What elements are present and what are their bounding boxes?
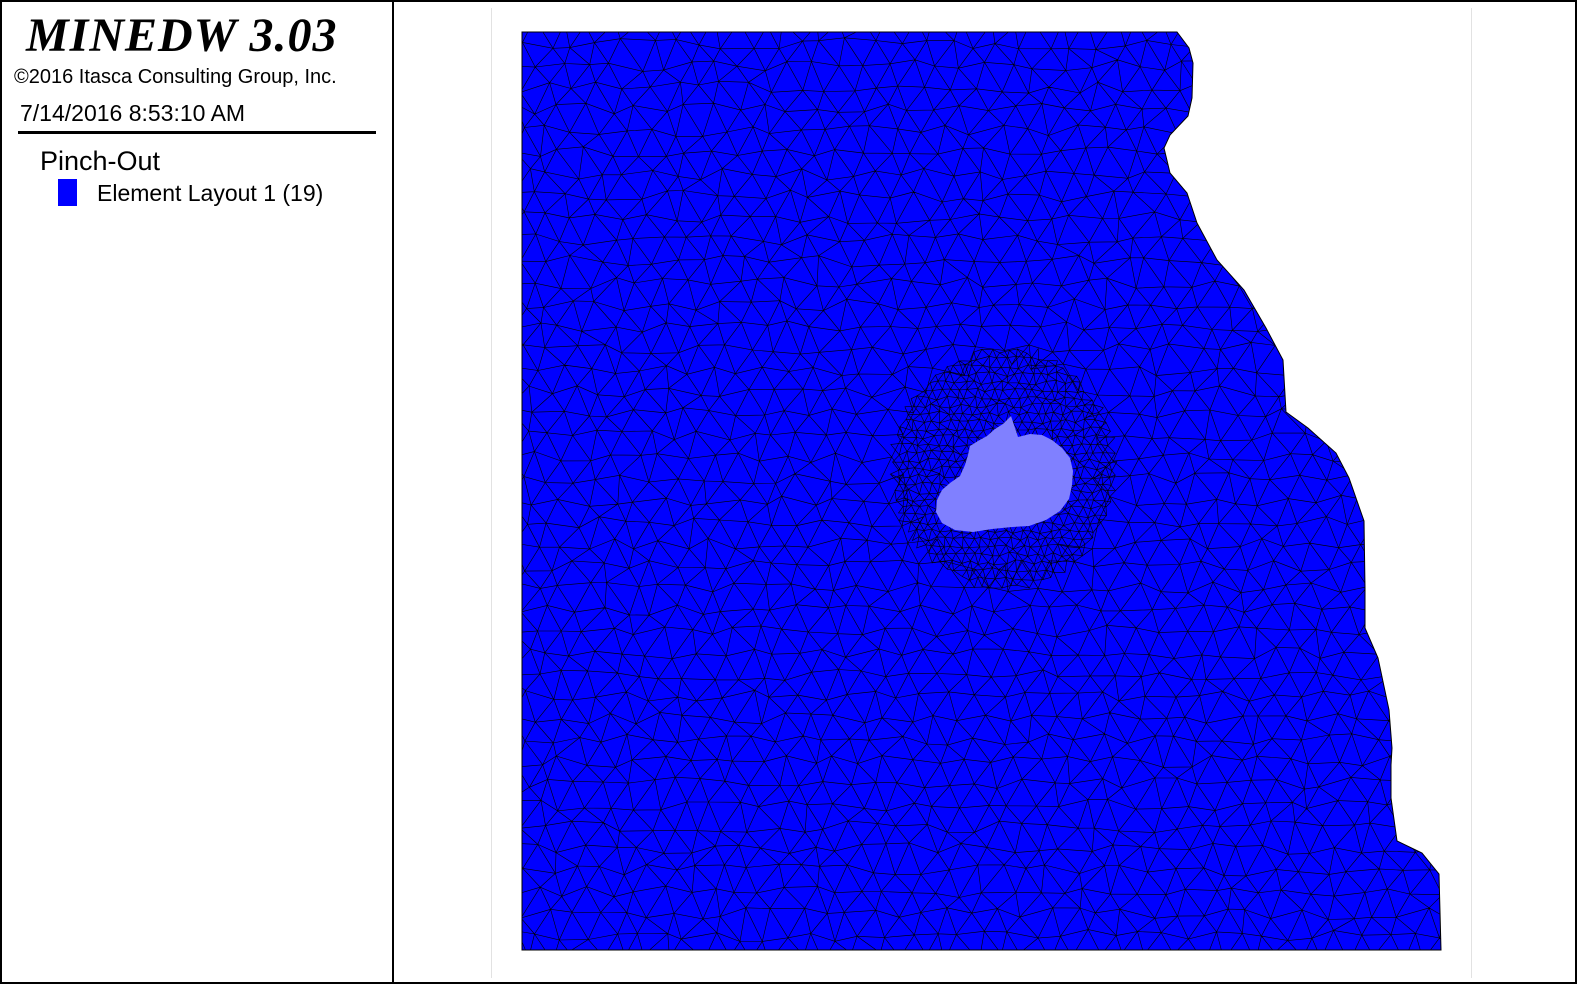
layer-name: Pinch-Out — [40, 146, 161, 176]
legend-entry-label: Element Layout 1 (19) — [97, 180, 324, 206]
legend-divider — [18, 131, 376, 134]
plot-area[interactable] — [394, 2, 1575, 982]
legend-panel: MINEDW 3.03 ©2016 Itasca Consulting Grou… — [2, 2, 394, 982]
legend-swatch — [58, 179, 77, 206]
domain-outline — [521, 31, 1442, 951]
pinch-out-region[interactable] — [936, 416, 1073, 532]
timestamp: 7/14/2016 8:53:10 AM — [20, 100, 246, 126]
copyright-text: ©2016 Itasca Consulting Group, Inc. — [14, 66, 337, 88]
plot-canvas[interactable] — [491, 8, 1472, 978]
mesh-svg — [521, 31, 1442, 951]
app-title: MINEDW 3.03 — [26, 9, 338, 62]
